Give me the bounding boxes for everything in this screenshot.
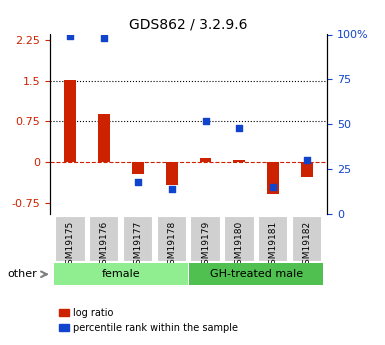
Point: [135, 179, 141, 184]
FancyBboxPatch shape: [258, 216, 288, 262]
Bar: [132, 162, 144, 174]
Bar: [166, 162, 177, 185]
FancyBboxPatch shape: [190, 216, 221, 262]
FancyBboxPatch shape: [189, 264, 323, 285]
FancyBboxPatch shape: [224, 216, 254, 262]
FancyBboxPatch shape: [292, 216, 322, 262]
FancyBboxPatch shape: [55, 216, 85, 262]
Text: GSM19175: GSM19175: [66, 221, 75, 270]
Point: [236, 125, 243, 130]
Text: GSM19178: GSM19178: [167, 221, 176, 270]
Text: GSM19176: GSM19176: [100, 221, 109, 270]
Bar: [64, 80, 76, 162]
Bar: [200, 158, 211, 162]
Text: GSM19179: GSM19179: [201, 221, 210, 270]
FancyBboxPatch shape: [54, 264, 188, 285]
Point: [101, 35, 107, 41]
Point: [67, 33, 74, 39]
Bar: [233, 160, 245, 162]
Point: [203, 118, 209, 124]
Title: GDS862 / 3.2.9.6: GDS862 / 3.2.9.6: [129, 18, 248, 32]
FancyBboxPatch shape: [157, 216, 187, 262]
Text: female: female: [102, 269, 141, 279]
Text: GSM19182: GSM19182: [303, 221, 311, 270]
Point: [304, 157, 310, 163]
Point: [169, 186, 175, 191]
Text: GSM19180: GSM19180: [235, 221, 244, 270]
Text: GH-treated male: GH-treated male: [210, 269, 303, 279]
Bar: [267, 162, 279, 194]
Legend: log ratio, percentile rank within the sample: log ratio, percentile rank within the sa…: [55, 304, 242, 337]
Text: other: other: [8, 269, 37, 279]
Bar: [98, 115, 110, 162]
FancyBboxPatch shape: [89, 216, 119, 262]
FancyBboxPatch shape: [123, 216, 153, 262]
Point: [270, 184, 276, 190]
Text: GSM19177: GSM19177: [134, 221, 142, 270]
Text: GSM19181: GSM19181: [269, 221, 278, 270]
Bar: [301, 162, 313, 177]
